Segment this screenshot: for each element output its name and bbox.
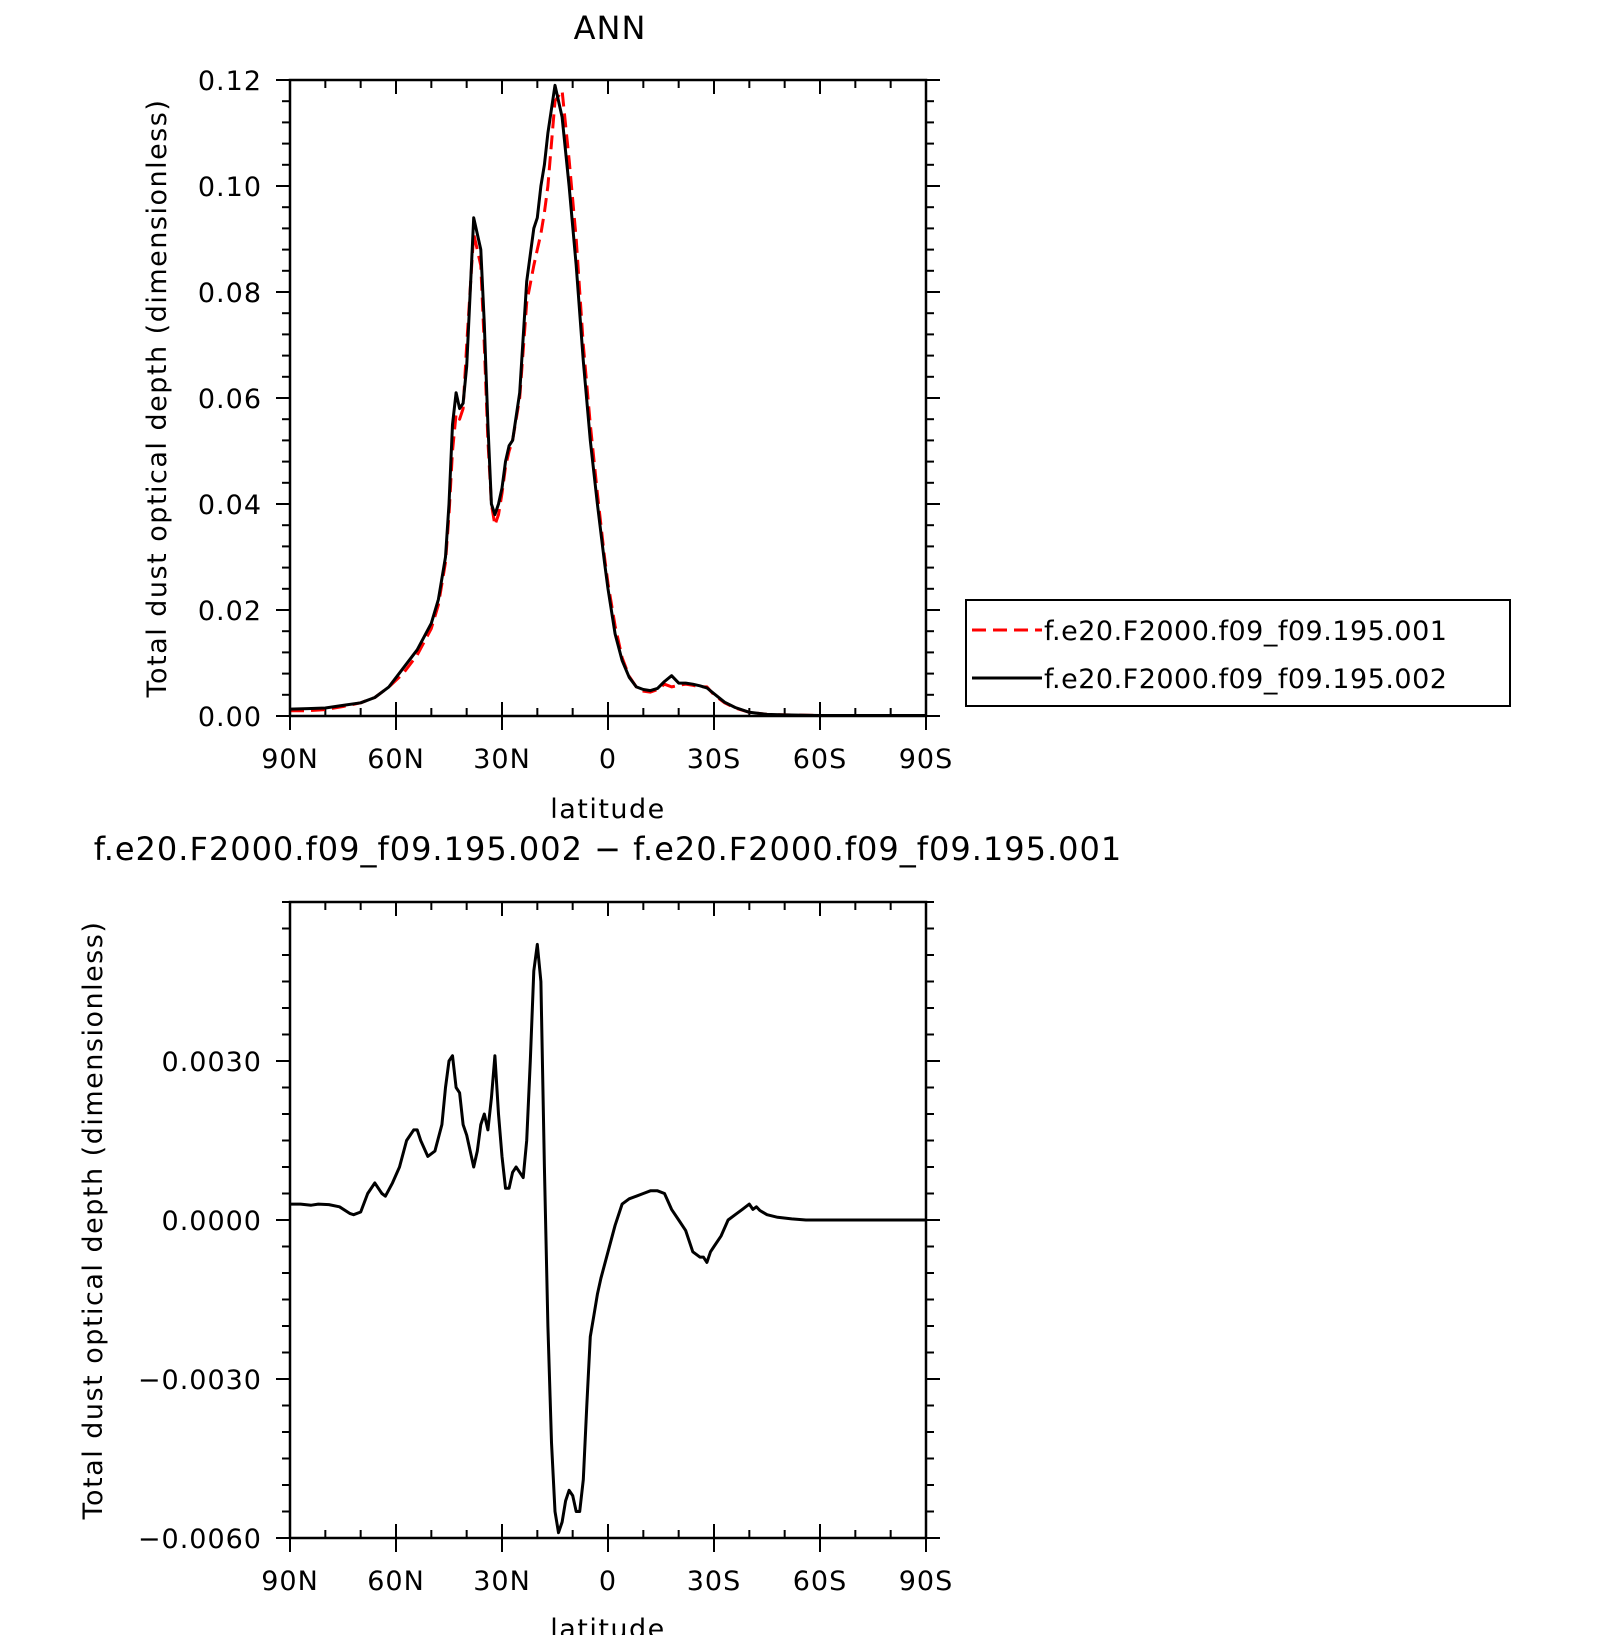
- x-tick-label: 60N: [367, 744, 425, 775]
- legend: f.e20.F2000.f09_f09.195.001 f.e20.F2000.…: [965, 599, 1511, 707]
- y-tick-label: −0.0030: [138, 1365, 262, 1396]
- y-tick-label: 0.00: [198, 702, 262, 733]
- top-axis-ticks: [276, 79, 940, 730]
- y-tick-label: 0.08: [198, 278, 262, 309]
- bottom-plot-frame: [288, 900, 928, 1540]
- top-series-group: [289, 83, 926, 717]
- legend-entry-1: f.e20.F2000.f09_f09.195.001: [1044, 616, 1447, 647]
- top-x-axis-title: latitude: [550, 794, 666, 825]
- x-tick-label: 60N: [367, 1566, 425, 1597]
- top-y-axis-title: Total dust optical depth (dimensionless): [142, 99, 173, 699]
- legend-box: [965, 599, 1511, 707]
- bottom-chart-title: f.e20.F2000.f09_f09.195.002 − f.e20.F200…: [94, 830, 1123, 868]
- y-tick-label: 0.06: [198, 384, 262, 415]
- top-chart-title: ANN: [574, 9, 647, 47]
- x-tick-label: 30S: [687, 744, 742, 775]
- top-plot-frame: [288, 78, 928, 718]
- y-tick-label: 0.12: [198, 66, 262, 97]
- y-tick-label: 0.10: [198, 172, 262, 203]
- x-tick-label: 90N: [261, 1566, 319, 1597]
- x-tick-label: 0: [599, 1566, 617, 1597]
- y-tick-label: 0.02: [198, 596, 262, 627]
- y-tick-label: 0.0030: [162, 1047, 262, 1078]
- top-tick-labels: 90N 60N 30N 0 30S 60S 90S 0.00 0.02 0.04 0.06 0.08 0…: [198, 66, 954, 775]
- x-tick-label: 60S: [793, 1566, 848, 1597]
- series-line-2: [289, 83, 926, 717]
- bottom-y-axis-title: Total dust optical depth (dimensionless): [78, 921, 109, 1521]
- y-tick-label: 0.04: [198, 490, 262, 521]
- x-tick-label: 0: [599, 744, 617, 775]
- legend-entry-2: f.e20.F2000.f09_f09.195.002: [1044, 664, 1447, 695]
- y-tick-label: −0.0060: [138, 1524, 262, 1555]
- x-tick-label: 30N: [473, 744, 531, 775]
- bottom-panel: f.e20.F2000.f09_f09.195.002 − f.e20.F200…: [78, 830, 1123, 1635]
- y-tick-label: 0.0000: [162, 1206, 262, 1237]
- x-tick-label: 60S: [793, 744, 848, 775]
- x-tick-label: 30N: [473, 1566, 531, 1597]
- top-panel: ANN 90N 60N 30N 0 30S 60S 90S 0.00 0.02 0.04 0.06 0…: [142, 9, 1511, 825]
- x-tick-label: 30S: [687, 1566, 742, 1597]
- x-tick-label: 90S: [899, 744, 954, 775]
- series-line-1: [290, 89, 926, 717]
- bottom-x-axis-title: latitude: [550, 1614, 666, 1635]
- x-tick-label: 90N: [261, 744, 319, 775]
- bottom-tick-labels: 90N 60N 30N 0 30S 60S 90S −0.0060 −0.0030 0.0000 0…: [138, 1047, 954, 1597]
- x-tick-label: 90S: [899, 1566, 954, 1597]
- series-line-1: [290, 942, 926, 1535]
- bottom-axis-ticks: [276, 901, 940, 1552]
- bottom-series-group: [290, 942, 926, 1535]
